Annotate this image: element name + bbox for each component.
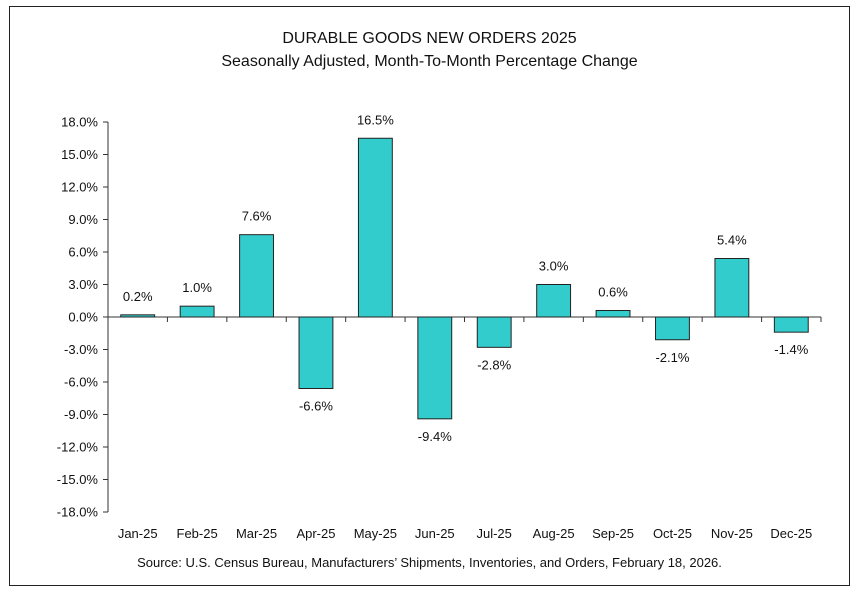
y-tick-label: 18.0% <box>61 115 98 130</box>
data-label: 3.0% <box>539 259 569 274</box>
bar <box>298 316 334 389</box>
x-tick-label: Jun-25 <box>415 526 455 541</box>
x-tick-label: Mar-25 <box>236 526 277 541</box>
data-label: -6.6% <box>299 399 333 414</box>
x-tick-label: Aug-25 <box>533 526 575 541</box>
x-tick-label: Nov-25 <box>711 526 753 541</box>
bar <box>239 234 274 318</box>
data-label: 7.6% <box>242 209 272 224</box>
y-tick-label: -6.0% <box>64 375 98 390</box>
data-label: -9.4% <box>418 429 452 444</box>
y-tick-label: -3.0% <box>64 342 98 357</box>
bar <box>714 258 750 318</box>
x-tick-label: Oct-25 <box>653 526 692 541</box>
data-label: -1.4% <box>774 342 808 357</box>
y-tick-label: 9.0% <box>68 212 98 227</box>
bar <box>595 310 631 318</box>
bar <box>417 316 453 420</box>
chart-frame <box>9 6 850 586</box>
source-note: Source: U.S. Census Bureau, Manufacturer… <box>137 555 722 570</box>
y-tick-label: 0.0% <box>68 310 98 325</box>
data-label: 5.4% <box>717 233 747 248</box>
bar <box>120 314 156 318</box>
y-tick-label: -18.0% <box>57 505 99 520</box>
x-tick-label: May-25 <box>354 526 397 541</box>
x-tick-label: Dec-25 <box>770 526 812 541</box>
y-tick-label: -12.0% <box>57 440 99 455</box>
data-label: -2.8% <box>477 357 511 372</box>
y-tick-label: 15.0% <box>61 147 98 162</box>
x-tick-label: Sep-25 <box>592 526 634 541</box>
x-tick-label: Apr-25 <box>296 526 335 541</box>
chart-title: DURABLE GOODS NEW ORDERS 2025 <box>282 30 577 47</box>
y-tick-label: 3.0% <box>68 277 98 292</box>
x-tick-label: Jan-25 <box>118 526 158 541</box>
data-label: 0.2% <box>123 289 153 304</box>
data-label: 0.6% <box>598 285 628 300</box>
bar <box>357 137 393 318</box>
data-label: 1.0% <box>182 280 212 295</box>
bar <box>536 284 572 318</box>
x-tick-label: Feb-25 <box>177 526 218 541</box>
y-tick-label: 12.0% <box>61 180 98 195</box>
bar <box>655 316 690 341</box>
bar <box>179 305 215 318</box>
bar <box>773 316 809 333</box>
chart-subtitle: Seasonally Adjusted, Month-To-Month Perc… <box>221 53 638 70</box>
y-tick-label: -15.0% <box>57 472 99 487</box>
data-label: -2.1% <box>655 350 689 365</box>
bar <box>476 316 512 348</box>
y-tick-label: 6.0% <box>68 245 98 260</box>
x-tick-label: Jul-25 <box>476 526 511 541</box>
y-tick-label: -9.0% <box>64 407 98 422</box>
data-label: 16.5% <box>357 112 394 127</box>
